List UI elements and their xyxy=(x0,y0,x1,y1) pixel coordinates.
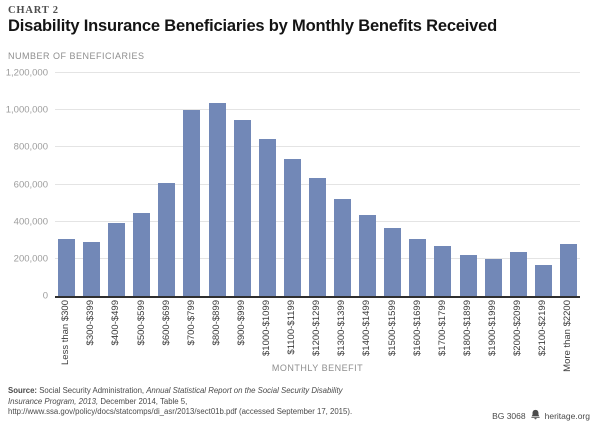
bar xyxy=(334,199,352,296)
y-tick-label: 1,200,000 xyxy=(5,67,48,79)
y-axis-labels: 0 200,000 400,000 600,000 800,000 1,000,000 1,… xyxy=(0,68,51,302)
gridline xyxy=(55,72,580,73)
bar xyxy=(434,246,452,296)
y-tick-label: 0 xyxy=(42,290,48,302)
bar xyxy=(233,120,251,296)
x-tick-label: $1800-$1899 xyxy=(461,300,473,356)
bar xyxy=(409,238,427,296)
x-tick-label: $1000-$1099 xyxy=(261,300,273,356)
y-axis-caption: NUMBER OF BENEFICIARIES xyxy=(8,51,145,61)
x-tick-label: $1500-$1599 xyxy=(386,300,398,356)
bar xyxy=(283,159,301,296)
chart-title: Disability Insurance Beneficiaries by Mo… xyxy=(8,17,497,35)
gridline xyxy=(55,109,580,111)
x-tick-label: $1700-$1799 xyxy=(436,300,448,356)
footer-branding: BG 3068 heritage.org xyxy=(492,409,590,422)
heritage-bell-icon xyxy=(530,409,541,422)
bar xyxy=(83,242,101,296)
source-label: Source: xyxy=(8,386,38,395)
x-tick-label: $2000-$2099 xyxy=(511,300,523,356)
site-name: heritage.org xyxy=(544,410,590,421)
x-tick-label: $700-$799 xyxy=(185,300,197,346)
x-tick-label: $1400-$1499 xyxy=(361,300,373,356)
source-text-pre: Social Security Administration, xyxy=(37,386,147,395)
gridline xyxy=(55,146,580,148)
y-tick-label: 200,000 xyxy=(13,253,48,265)
x-tick-label: $1200-$1299 xyxy=(311,300,323,356)
y-tick-label: 400,000 xyxy=(13,216,48,228)
x-tick-label: $1600-$1699 xyxy=(411,300,423,356)
x-tick-label: $1300-$1399 xyxy=(336,300,348,356)
x-axis-caption: MONTHLY BENEFIT xyxy=(271,363,364,373)
bar xyxy=(108,222,126,296)
x-tick-label: $800-$899 xyxy=(210,300,222,346)
x-tick-label: $2100-$2199 xyxy=(537,300,549,356)
chart-number-label: CHART 2 xyxy=(8,5,59,16)
x-tick-label: $900-$999 xyxy=(235,300,247,346)
source-text-post: December 2014, Table 5, http://www.ssa.g… xyxy=(8,396,353,417)
bar xyxy=(183,109,201,296)
bar xyxy=(308,178,326,296)
source-text-italic: Annual Statistical Report on the Social … xyxy=(8,386,343,406)
x-tick-label: $600-$699 xyxy=(160,300,172,346)
y-tick-label: 800,000 xyxy=(13,141,48,153)
x-tick-label: $500-$599 xyxy=(135,300,147,346)
bar xyxy=(359,214,377,296)
bar xyxy=(208,103,226,296)
plot-area xyxy=(55,72,580,298)
bar xyxy=(559,244,577,296)
bars xyxy=(55,73,580,296)
x-tick-label: $300-$399 xyxy=(85,300,97,346)
bar xyxy=(158,182,176,296)
bar xyxy=(459,254,477,296)
bar xyxy=(258,139,276,296)
bar xyxy=(484,258,502,296)
document-id: BG 3068 xyxy=(492,410,526,421)
y-tick-label: 600,000 xyxy=(13,179,48,190)
bar xyxy=(133,213,151,296)
y-tick-label: 1,000,000 xyxy=(5,104,48,116)
x-tick-label: $400-$499 xyxy=(110,300,122,346)
source-note: Source: Social Security Administration, … xyxy=(8,386,364,418)
x-tick-label: Less than $300 xyxy=(60,300,72,365)
x-tick-label: $1900-$1999 xyxy=(486,300,498,356)
bar xyxy=(384,228,402,296)
bar xyxy=(534,265,552,296)
x-tick-label: $1100-$1199 xyxy=(286,300,298,355)
bar xyxy=(58,238,75,296)
bar xyxy=(509,251,527,296)
x-tick-label: More than $2200 xyxy=(562,300,574,372)
